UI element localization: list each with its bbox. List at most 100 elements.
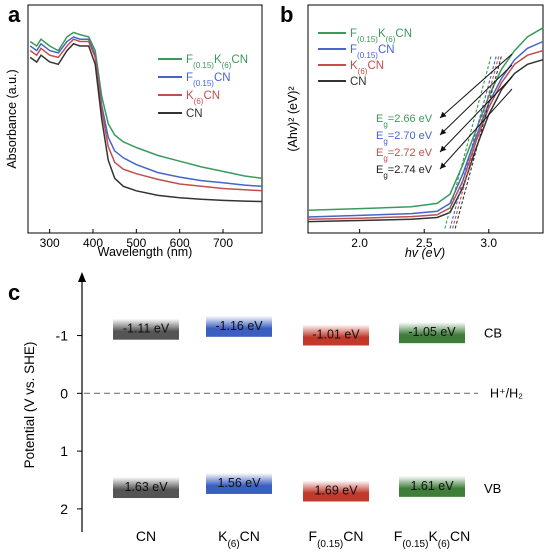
text-segment: g [383,137,387,146]
text-segment: F [309,528,318,544]
text-segment: K [214,54,222,66]
tangent-line [449,55,498,229]
vb-value-label: 1.56 eV [217,476,261,490]
panel-a-x-axis: 300 400 500 600 700 [40,229,233,250]
vb-bar [303,480,369,502]
text-segment: (0.15) [357,51,378,60]
text-segment: K [378,28,386,40]
text-segment: (0.15) [317,539,343,550]
text-segment: (6) [194,97,204,106]
legend-entry: F(0.15)K(6)CN [350,28,412,44]
cb-bar [399,322,465,344]
text-segment: =2.72 eV [388,147,433,159]
text-segment: (0.15) [193,61,214,70]
category-label: F(0.15)CN [309,528,364,550]
legend-entry: F(0.15)CN [186,72,231,88]
legend-entry: CN [350,76,367,88]
text-segment: (6) [222,61,232,70]
text-segment: =2.74 eV [388,164,433,176]
series-line-3 [29,42,263,203]
series-line-3 [307,58,544,223]
bandgap-arrowhead [440,145,447,152]
text-segment: CN [367,60,384,72]
panel-c-letter: c [8,280,20,305]
text-segment: F [350,28,357,40]
panel-c-cb-label: CB [484,326,502,341]
text-segment: E [376,164,383,176]
panel-a-letter: a [8,2,21,27]
series-line-1 [29,36,263,188]
x-tick-label: 600 [170,236,190,250]
text-segment: K [186,90,194,102]
panel-c-y-axis: -1 0 1 2 [56,328,82,517]
bandgap-arrowhead [440,128,447,135]
cb-value-label: -1.16 eV [215,319,263,333]
panel-a-y-label: Absorbance (a.u.) [5,69,19,168]
cb-value-label: -1.01 eV [312,327,360,341]
category-label: K(6)CN [218,528,260,550]
bandgap-arrow [439,88,513,170]
text-segment: CN [136,528,156,544]
x-tick-label: 400 [83,236,103,250]
x-tick-label: 300 [40,236,60,250]
x-tick-label: 500 [126,236,146,250]
series-line-2 [307,49,544,221]
cb-bar [303,324,369,346]
bandgap-arrowhead [440,162,447,169]
text-segment: (0.15) [357,35,378,44]
panel-c-y-axis-arrow [78,272,86,282]
tangent-line [444,55,492,229]
text-segment: CN [378,44,395,56]
bandgap-label: Eg=2.74 eV [376,164,433,180]
text-segment: CN [343,528,363,544]
y-tick-label: 2 [60,501,68,517]
bandgap-arrow [439,53,513,119]
text-segment: CN [395,28,412,40]
x-tick-label: 3.0 [480,236,497,250]
text-segment: CN [450,528,470,544]
text-segment: (6) [358,67,368,76]
text-segment: g [383,154,387,163]
text-segment: (0.15) [402,539,428,550]
y-tick-label: 0 [60,385,68,401]
vb-value-label: 1.69 eV [314,483,358,497]
panel-a-series [29,31,263,203]
text-segment: CN [231,54,248,66]
text-segment: (6) [386,35,396,44]
text-segment: CN [186,108,203,120]
panel-a-x-label: Wavelength (nm) [98,245,193,259]
cb-bar [113,318,179,340]
panel-b-letter: b [280,2,293,27]
text-segment: =2.66 eV [388,113,433,125]
text-segment: CN [350,76,367,88]
text-segment: CN [240,528,260,544]
text-segment: CN [214,72,231,84]
y-tick-label: 1 [60,443,68,459]
x-tick-label: 700 [213,236,233,250]
x-tick-label: 2.5 [416,236,433,250]
text-segment: F [186,72,193,84]
text-segment: F [350,44,357,56]
text-segment: (0.15) [193,79,214,88]
bandgap-arrow [439,76,513,153]
text-segment: K [428,528,438,544]
series-line-2 [29,38,263,192]
vb-bar [206,472,272,494]
legend-entry: K(6)CN [186,90,220,106]
cb-value-label: -1.05 eV [408,325,456,339]
text-segment: K [350,60,358,72]
text-segment: g [383,171,387,180]
panel-a-plot-frame [27,4,263,234]
category-label: F(0.15)K(6)CN [394,528,471,550]
bandgap-arrowhead [440,111,447,118]
text-segment: g [383,120,387,129]
panel-b-x-label: hv (eV) [405,246,445,260]
bandgap-label: Eg=2.72 eV [376,147,433,163]
cb-bar [206,315,272,337]
bandgap-label: Eg=2.70 eV [376,130,433,146]
vb-bar [113,477,179,499]
